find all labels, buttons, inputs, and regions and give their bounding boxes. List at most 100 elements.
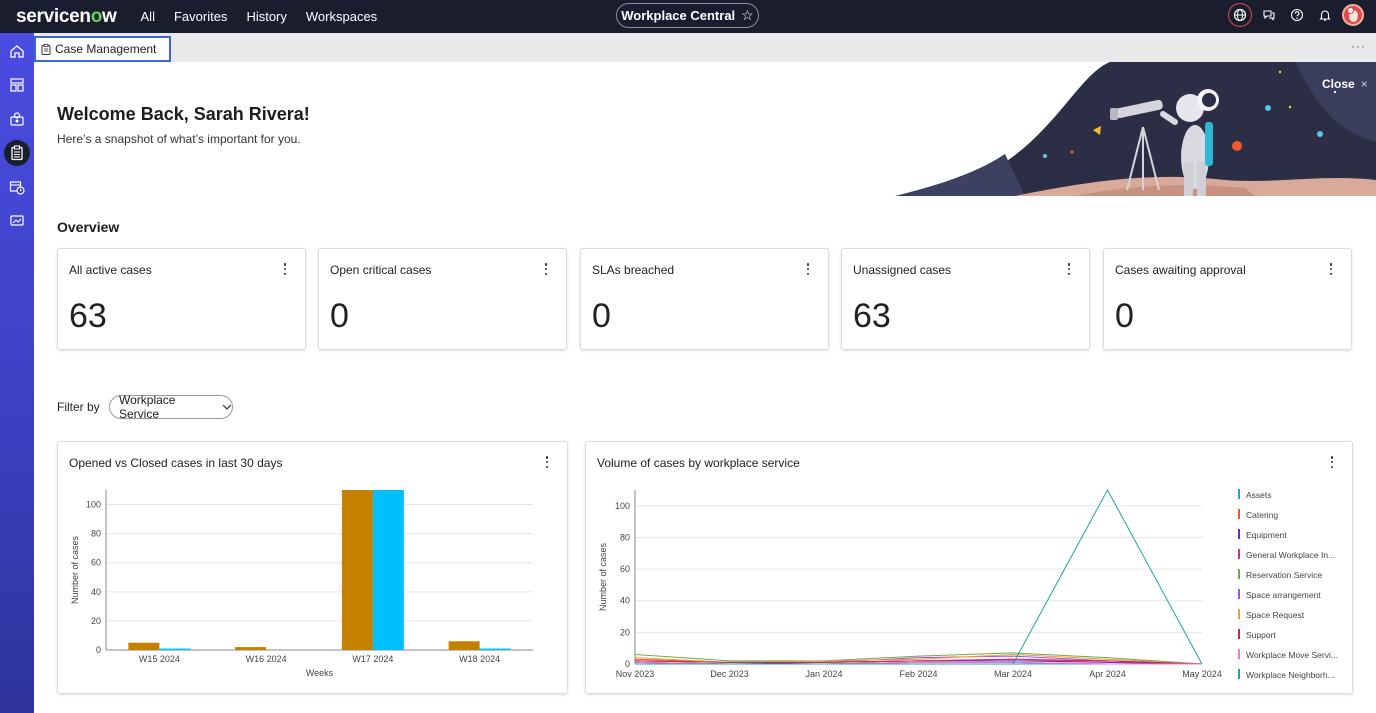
legend-label: Space arrangement [1246,590,1321,600]
bell-icon[interactable] [1314,4,1336,26]
kebab-menu-icon[interactable] [806,263,810,275]
card-value[interactable]: 0 [1115,297,1134,335]
nav-all[interactable]: All [140,9,155,24]
y-tick-label: 80 [620,532,630,542]
star-icon[interactable]: ☆ [741,7,754,23]
help-icon[interactable] [1286,4,1308,26]
bar [235,647,267,650]
bar [479,648,511,650]
y-tick-label: 40 [91,587,101,597]
avatar[interactable] [1342,4,1364,26]
layout-icon[interactable] [4,72,30,98]
y-tick-label: 0 [96,645,101,655]
kebab-menu-icon[interactable] [1329,263,1333,275]
card-value[interactable]: 63 [69,297,107,335]
close-banner-button[interactable]: Close × [1322,77,1368,91]
x-tick-label: Mar 2024 [994,669,1032,679]
series-line [634,652,1203,665]
bar [448,641,480,650]
welcome-heading: Welcome Back, Sarah Rivera! [57,104,310,124]
filter-label: Filter by [57,400,100,414]
card-value[interactable]: 0 [330,297,349,335]
chevron-down-icon [222,404,232,410]
tab-label: Case Management [55,42,157,56]
clipboard-tab-icon [41,43,51,55]
workspace-pill[interactable]: Workplace Central ☆ [616,3,759,28]
bar-chart: 0 20 40 60 80 100 W15 2024 W16 2024 W17 2024 W18 … [70,490,533,678]
workplace-service-select[interactable]: Workplace Service [109,393,233,421]
legend-label: Space Request [1246,610,1305,620]
legend-label: Support [1246,630,1276,640]
kebab-menu-icon[interactable] [544,263,548,275]
legend-label: Reservation Service [1246,570,1322,580]
tab-case-management[interactable]: Case Management [34,36,171,62]
card-value[interactable]: 0 [592,297,611,335]
x-tick-label: May 2024 [1182,669,1222,679]
bar [159,648,191,650]
card-value[interactable]: 63 [853,297,891,335]
globe-icon[interactable] [1228,3,1252,27]
card-title: Cases awaiting approval [1115,263,1246,277]
card-unassigned-cases[interactable]: Unassigned cases 63 [841,248,1090,350]
bar [372,490,404,650]
x-tick-label: Jan 2024 [805,669,842,679]
top-icons [1228,3,1364,27]
x-tick-label: W17 2024 [352,654,393,664]
nav-history[interactable]: History [246,9,287,24]
card-cases-awaiting-approval[interactable]: Cases awaiting approval 0 [1103,248,1352,350]
chart-board-icon[interactable] [4,208,30,234]
space-illustration [895,62,1376,196]
clipboard-icon[interactable] [4,140,30,166]
y-tick-label: 20 [620,627,630,637]
overview-heading: Overview [57,219,120,235]
chart-title: Opened vs Closed cases in last 30 days [69,456,283,470]
x-axis-label: Weeks [306,668,334,678]
kebab-menu-icon[interactable] [545,456,549,468]
more-icon[interactable]: ··· [1351,39,1366,53]
tab-strip: Case Management ··· [34,33,1376,62]
kebab-menu-icon[interactable] [1067,263,1071,275]
chart-title: Volume of cases by workplace service [597,456,800,470]
opened-closed-chart-panel: Opened vs Closed cases in last 30 days 0… [57,441,568,694]
legend-label: Workplace Neighborh... [1246,670,1335,680]
x-tick-label: Apr 2024 [1089,669,1126,679]
card-open-critical-cases[interactable]: Open critical cases 0 [318,248,567,350]
chat-icon[interactable] [1258,4,1280,26]
x-tick-label: Dec 2023 [710,669,749,679]
series-line [635,488,1203,665]
y-tick-label: 80 [91,529,101,539]
nav-workspaces[interactable]: Workspaces [305,9,378,24]
x-tick-label: Feb 2024 [899,669,937,679]
x-tick-label: Nov 2023 [616,669,655,679]
series-line [634,658,1203,665]
card-all-active-cases[interactable]: All active cases 63 [57,248,306,350]
nav-favorites[interactable]: Favorites [173,9,228,24]
bar [128,642,160,650]
card-slas-breached[interactable]: SLAs breached 0 [580,248,829,350]
legend-label: Catering [1246,510,1278,520]
x-tick-label: W16 2024 [246,654,287,664]
y-tick-label: 100 [86,500,101,510]
welcome-subtitle: Here’s a snapshot of what’s important fo… [57,132,301,146]
card-title: Unassigned cases [853,263,952,277]
y-tick-label: 60 [620,564,630,574]
kebab-menu-icon[interactable] [283,263,287,275]
legend-label: Assets [1246,490,1272,500]
y-tick-label: 60 [91,558,101,568]
y-tick-label: 100 [615,501,630,511]
filter-value: Workplace Service [119,393,176,421]
servicenow-logo[interactable]: servicenow [16,5,117,27]
calendar-clock-icon[interactable] [4,174,30,200]
x-tick-label: W15 2024 [139,654,180,664]
y-axis-label: Number of cases [70,535,80,604]
y-tick-label: 20 [91,616,101,626]
gear-cluster-icon[interactable] [4,106,30,132]
card-title: SLAs breached [592,263,675,277]
home-icon[interactable] [4,38,30,64]
workspace-title: Workplace Central [621,8,736,23]
x-tick-label: W18 2024 [459,654,500,664]
y-tick-label: 0 [625,659,630,669]
legend-label: Equipment [1246,530,1287,540]
close-icon: × [1360,77,1368,91]
kebab-menu-icon[interactable] [1330,456,1334,468]
